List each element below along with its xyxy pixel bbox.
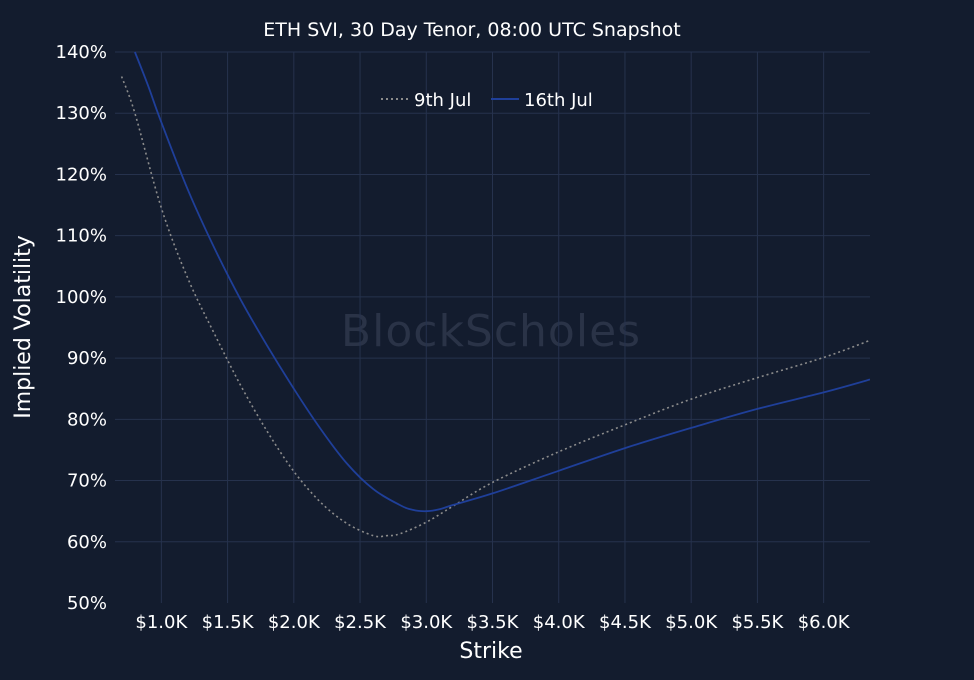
legend-label: 9th Jul <box>414 90 471 111</box>
x-tick-label: $2.5K <box>334 612 387 633</box>
y-axis-ticks: 50% 60% 70% 80% 90% 100% 110% 120% 130% 140% <box>56 42 107 614</box>
series-line-9th-jul <box>120 76 870 538</box>
y-tick-label: 80% <box>67 409 107 430</box>
x-tick-label: $6.0K <box>798 612 851 633</box>
y-tick-label: 110% <box>56 226 107 247</box>
x-tick-label: $3.5K <box>467 612 520 633</box>
y-tick-label: 70% <box>67 471 107 492</box>
chart-title: ETH SVI, 30 Day Tenor, 08:00 UTC Snapsho… <box>263 19 680 41</box>
y-tick-label: 130% <box>56 103 107 124</box>
watermark: BlockScholes <box>341 306 641 357</box>
legend-label: 16th Jul <box>524 90 593 111</box>
series-lines <box>120 51 870 538</box>
x-axis-label: Strike <box>459 639 522 664</box>
x-axis-ticks: $1.0K $1.5K $2.0K $2.5K $3.0K $3.5K $4.0K $4.5K… <box>135 612 850 633</box>
y-tick-label: 60% <box>67 532 107 553</box>
series-line-16th-jul <box>134 51 870 513</box>
x-tick-label: $5.5K <box>731 612 784 633</box>
y-tick-label: 140% <box>56 42 107 63</box>
x-tick-label: $1.5K <box>202 612 255 633</box>
y-tick-label: 90% <box>67 348 107 369</box>
x-tick-label: $2.0K <box>268 612 321 633</box>
x-tick-label: $3.0K <box>400 612 453 633</box>
y-tick-label: 120% <box>56 164 107 185</box>
x-tick-label: $5.0K <box>665 612 718 633</box>
y-axis-label: Implied Volatility <box>11 235 36 419</box>
x-tick-label: $4.0K <box>533 612 586 633</box>
legend: 9th Jul 16th Jul <box>381 90 593 111</box>
x-tick-label: $4.5K <box>599 612 652 633</box>
y-tick-label: 50% <box>67 593 107 614</box>
grid <box>115 51 870 603</box>
y-tick-label: 100% <box>56 287 107 308</box>
x-tick-label: $1.0K <box>135 612 188 633</box>
